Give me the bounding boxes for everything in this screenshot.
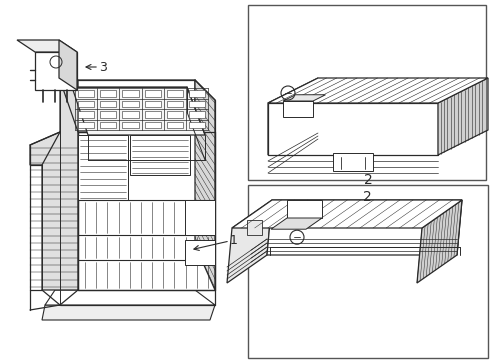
Polygon shape <box>185 240 215 265</box>
Bar <box>167 90 183 96</box>
Polygon shape <box>78 132 215 290</box>
Polygon shape <box>130 135 190 175</box>
Polygon shape <box>287 200 322 218</box>
Bar <box>145 100 161 107</box>
Polygon shape <box>232 200 462 228</box>
Polygon shape <box>271 218 322 229</box>
Bar <box>248 5 486 180</box>
Bar <box>167 122 183 128</box>
Polygon shape <box>195 80 215 290</box>
Bar <box>78 111 94 117</box>
Polygon shape <box>42 305 215 320</box>
Text: 3: 3 <box>86 60 107 73</box>
Polygon shape <box>35 52 77 90</box>
Polygon shape <box>283 95 325 101</box>
Bar <box>145 90 161 96</box>
Polygon shape <box>268 78 318 155</box>
Polygon shape <box>227 200 272 283</box>
Polygon shape <box>185 200 215 235</box>
Text: 1: 1 <box>194 234 238 251</box>
Polygon shape <box>267 200 462 255</box>
Bar <box>122 111 139 117</box>
Polygon shape <box>268 78 488 103</box>
Bar <box>122 90 139 96</box>
Bar <box>122 100 139 107</box>
Bar <box>189 122 205 128</box>
Bar <box>189 90 205 96</box>
Bar <box>248 185 488 358</box>
Polygon shape <box>17 40 77 52</box>
Polygon shape <box>45 290 215 305</box>
Bar <box>78 100 94 107</box>
Polygon shape <box>333 153 373 171</box>
Polygon shape <box>78 135 128 200</box>
Polygon shape <box>438 78 488 155</box>
Bar <box>122 122 139 128</box>
Polygon shape <box>283 101 313 117</box>
Bar <box>189 100 205 107</box>
Bar <box>78 90 94 96</box>
Polygon shape <box>72 87 205 135</box>
Bar <box>100 122 116 128</box>
Polygon shape <box>247 220 262 235</box>
Bar <box>100 100 116 107</box>
Polygon shape <box>60 80 215 132</box>
Bar <box>167 111 183 117</box>
Bar <box>145 122 161 128</box>
Bar <box>145 111 161 117</box>
Polygon shape <box>417 200 462 283</box>
Bar <box>78 122 94 128</box>
Bar <box>100 90 116 96</box>
Bar <box>100 111 116 117</box>
Bar <box>189 111 205 117</box>
Bar <box>167 100 183 107</box>
Polygon shape <box>59 40 77 90</box>
Text: 2: 2 <box>363 190 371 204</box>
Text: 2: 2 <box>364 173 372 187</box>
Polygon shape <box>268 103 438 155</box>
Polygon shape <box>195 80 215 290</box>
Polygon shape <box>30 80 78 290</box>
